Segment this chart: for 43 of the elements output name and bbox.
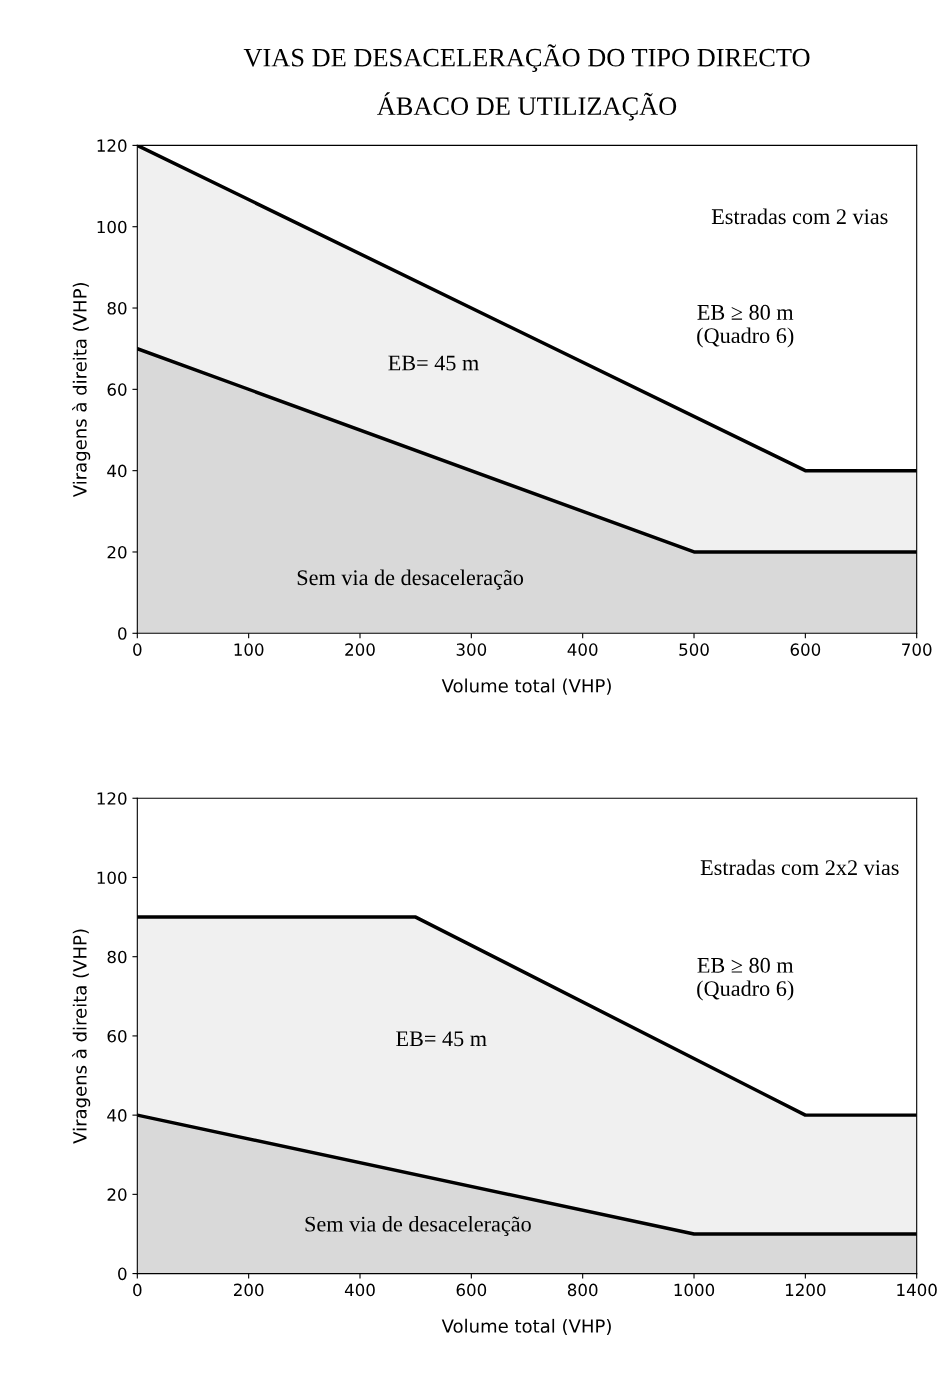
annotation: Estradas com 2 vias [711,208,888,225]
x-tick-label: 400 [344,1283,375,1297]
x-tick-label: 300 [456,643,487,656]
y-tick-label: 40 [107,464,127,478]
annotation: EB= 45 m [388,355,479,371]
x-tick-label: 1400 [897,1283,937,1297]
x-tick-label: 500 [679,643,709,656]
y-axis-title: Viragens à direita (VHP) [72,282,91,498]
x-tick-label: 100 [234,643,264,656]
x-tick-label: 600 [456,1283,487,1297]
y-tick-label: 80 [107,301,127,315]
y-tick-label: 20 [107,1188,127,1201]
y-tick-label: 0 [118,1267,127,1281]
x-tick-label: 0 [133,1283,142,1297]
y-tick-label: 60 [107,383,127,396]
x-tick-label: 400 [567,643,598,656]
annotation: Sem via de desaceleração [305,1215,531,1237]
x-axis-title: Volume total (VHP) [441,678,611,695]
y-tick-label: 100 [97,871,127,885]
y-tick-label: 120 [97,139,127,152]
x-tick-label: 800 [567,1283,598,1297]
y-tick-label: 100 [97,220,127,234]
chart-title: VIAS DE DESACELERAÇÃO DO TIPO DIRECTO ÁBACO DE UTILIZAÇÃO [243,44,810,121]
x-tick-label: 200 [233,1283,264,1297]
x-tick-label: 1200 [785,1283,826,1297]
y-tick-label: 20 [107,545,127,559]
y-tick-label: 120 [97,792,127,805]
y-tick-label: 0 [118,627,127,640]
y-tick-label: 60 [107,1029,127,1043]
y-tick-label: 40 [107,1109,127,1122]
x-tick-label: 700 [902,643,932,656]
x-axis-title: Volume total (VHP) [441,1318,611,1335]
annotation: Estradas com 2x2 vias [700,859,899,876]
annotation: EB ≥ 80 m (Quadro 6) [697,304,794,348]
annotation: EB ≥ 80 m (Quadro 6) [697,957,794,1001]
y-axis-title: Viragens à direita (VHP) [72,929,91,1144]
x-tick-label: 600 [790,643,821,656]
annotation: EB= 45 m [396,1031,487,1047]
x-tick-label: 200 [345,643,375,656]
x-tick-label: 1000 [674,1283,715,1297]
x-tick-label: 0 [133,643,142,656]
annotation: Sem via de desaceleração [297,569,524,590]
y-tick-label: 80 [107,950,127,964]
